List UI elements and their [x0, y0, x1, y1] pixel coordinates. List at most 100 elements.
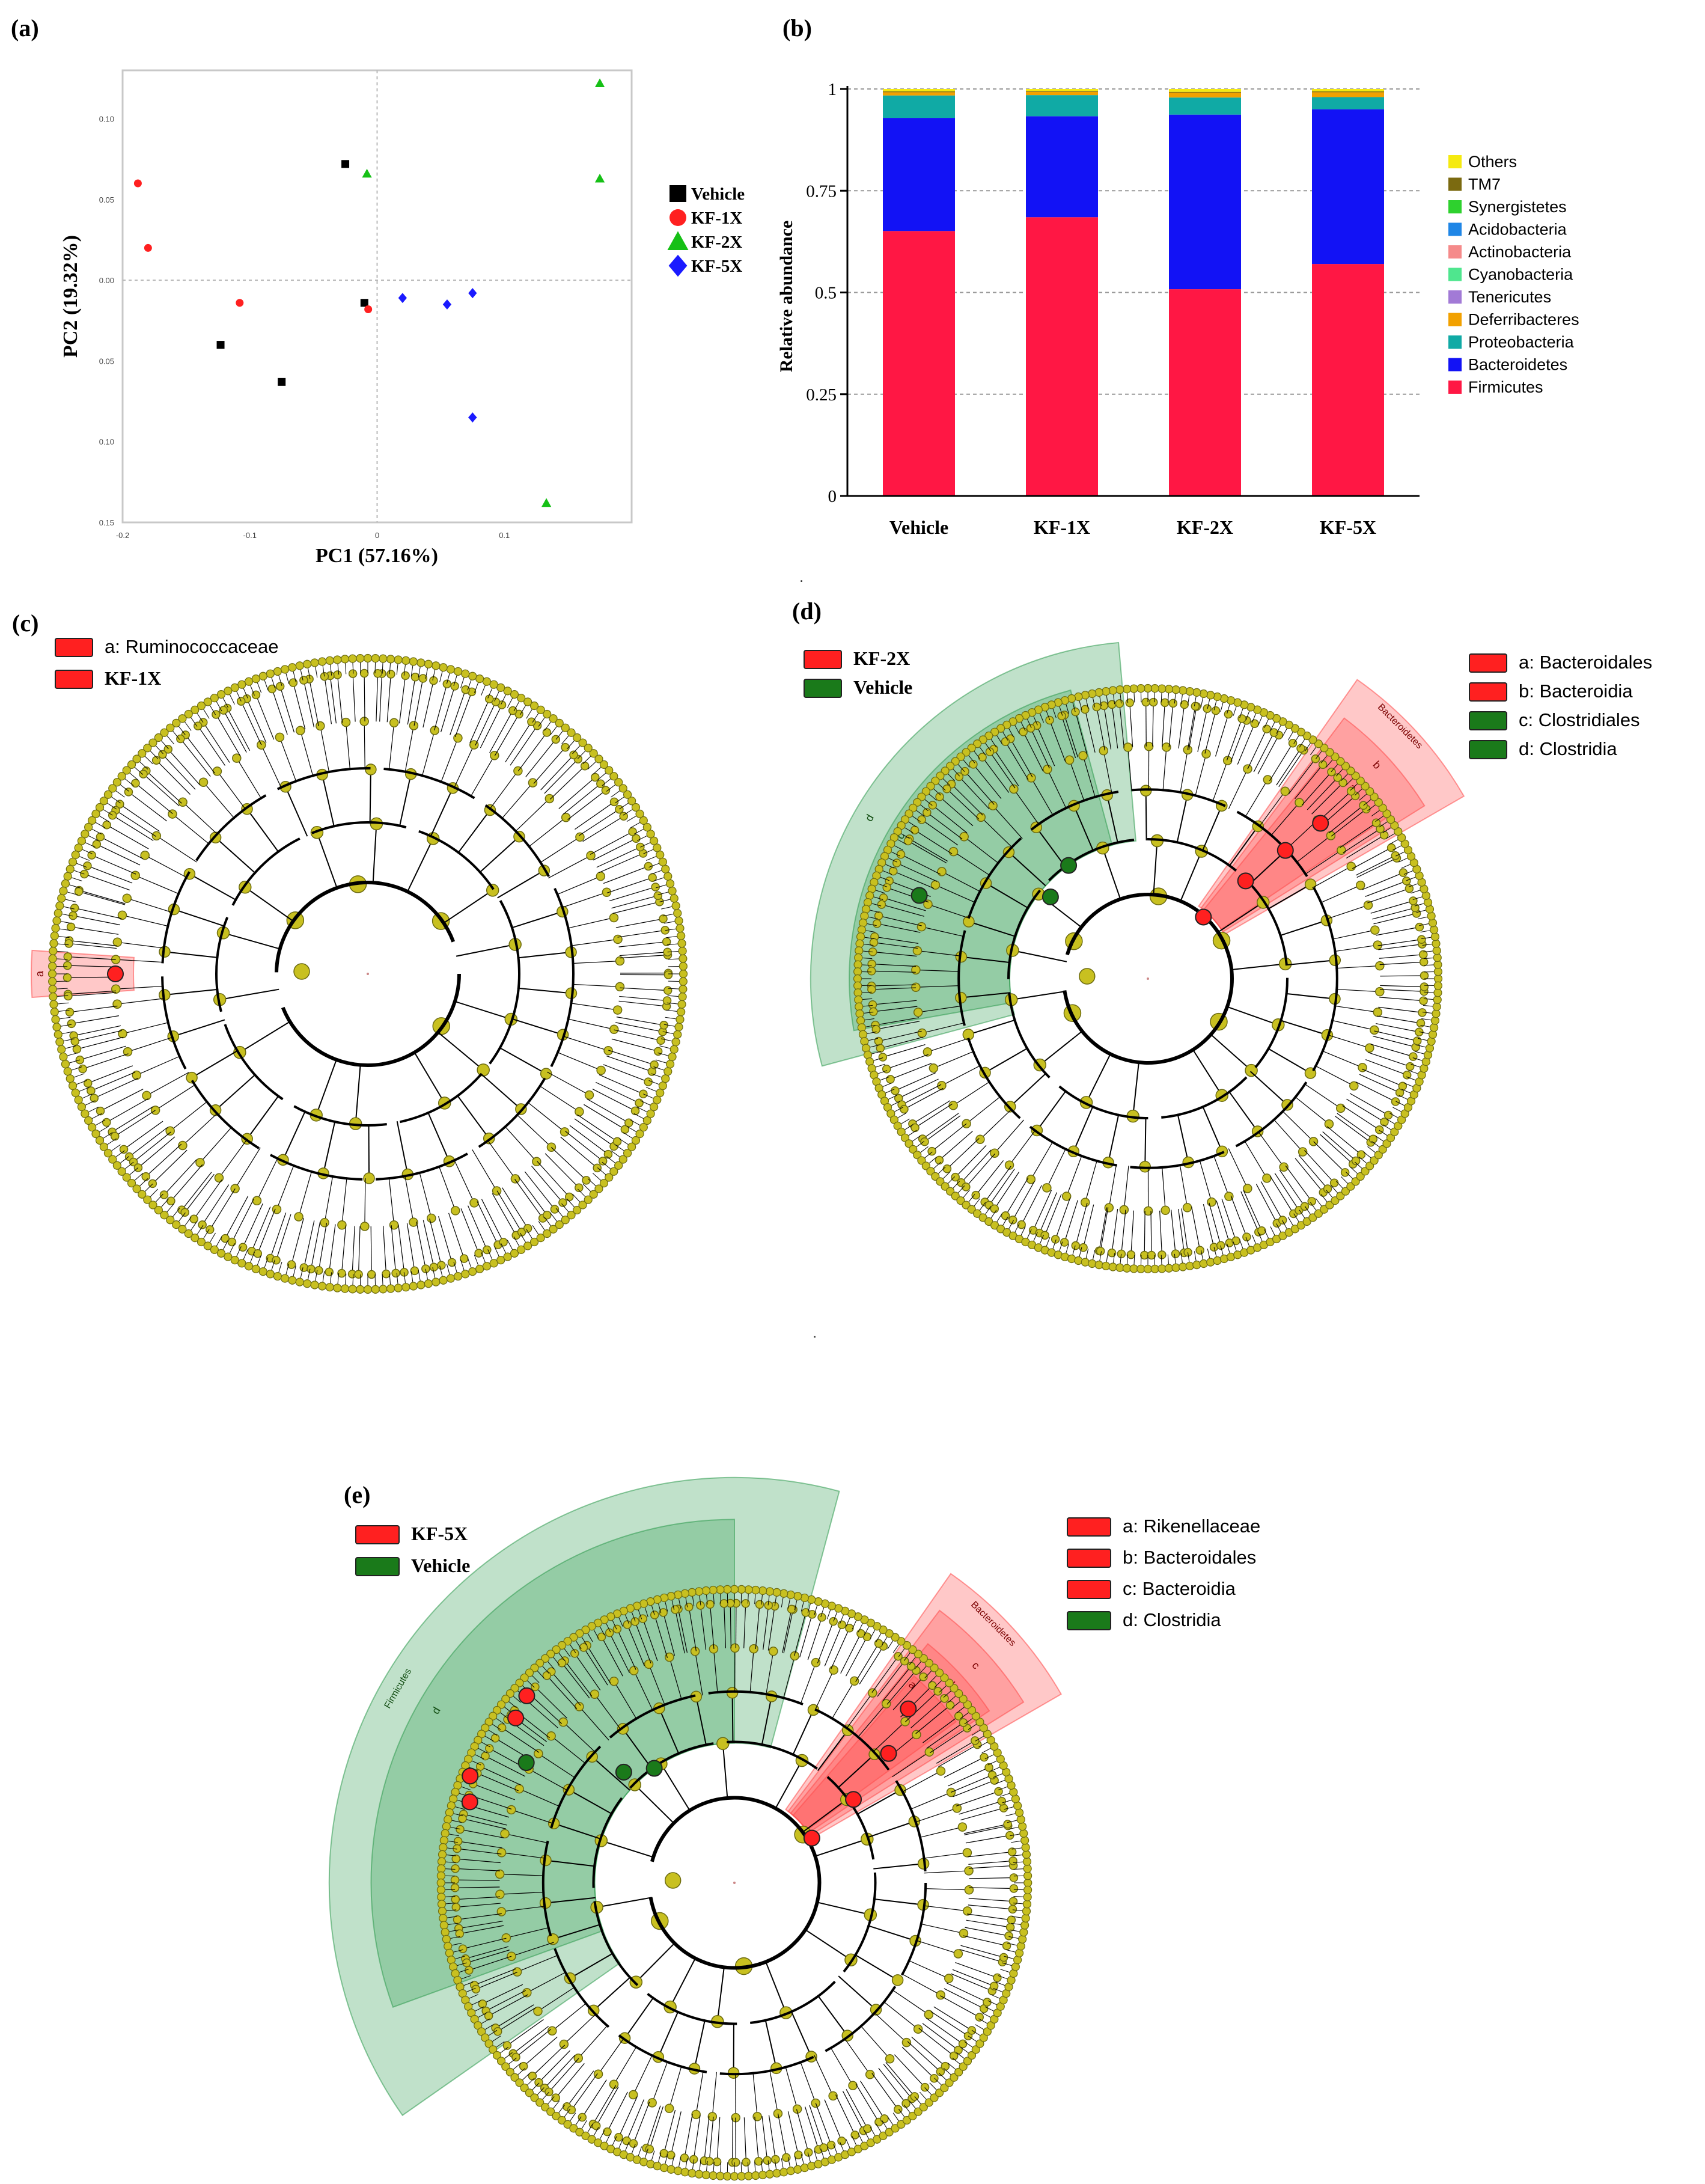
tree-node: [614, 935, 622, 943]
tree-leaf-node: [1431, 933, 1439, 941]
tree-node: [1099, 747, 1108, 755]
tree-leaf-node: [432, 1278, 440, 1286]
tree-leaf-node: [476, 1265, 484, 1273]
tree-node: [134, 1164, 142, 1172]
tree-branch: [1130, 703, 1133, 747]
tree-leaf-node: [61, 1060, 69, 1068]
tree-leaf-node: [1429, 919, 1437, 927]
legend-swatch-synergistetes: [1448, 200, 1462, 213]
tree-leaf-node: [674, 1030, 682, 1038]
legend-label: Acidobacteria: [1468, 221, 1567, 239]
tree-node: [512, 2053, 520, 2061]
tree-branch: [966, 1096, 1001, 1124]
tree-branch: [1286, 960, 1335, 965]
tree-branch: [924, 1871, 969, 1873]
tree-branch: [1146, 702, 1147, 747]
legend-swatch-tm7: [1448, 178, 1462, 191]
tree-node: [1009, 1857, 1017, 1865]
tree-leaf-node: [440, 1837, 448, 1844]
tree-node: [629, 2091, 638, 2099]
tree-branch: [915, 1941, 958, 1954]
tree-branch: [608, 1050, 654, 1065]
tree-branch: [136, 1056, 180, 1075]
x-category-label: Vehicle: [889, 516, 948, 538]
tree-leaf-node: [1200, 1260, 1207, 1268]
tree-branch: [461, 1208, 479, 1253]
tree-leaf-node: [54, 910, 62, 917]
tree-node: [1004, 1820, 1011, 1828]
tree-branch: [69, 941, 117, 946]
tree-leaf-node: [1130, 685, 1138, 693]
tree-branch: [1179, 705, 1185, 748]
tree-node: [1079, 751, 1087, 760]
tree-branch: [1244, 1140, 1267, 1178]
tree-leaf-node: [364, 1286, 372, 1294]
tree-node: [1420, 997, 1427, 1005]
tree-node: [1203, 705, 1211, 712]
tree-branch: [1180, 1164, 1187, 1208]
tree-node: [645, 1660, 653, 1668]
tree-leaf-node: [438, 1865, 445, 1873]
tree-leaf-node: [759, 2171, 767, 2179]
tree-branch: [422, 730, 435, 777]
tree-node: [671, 1606, 679, 1614]
tree-node: [486, 695, 493, 703]
tree-node: [838, 2137, 846, 2145]
tree-branch: [276, 1214, 291, 1260]
tree-node: [599, 1157, 607, 1165]
tree-leaf-node: [49, 985, 56, 993]
tree-leaf-node: [752, 1586, 760, 1594]
tree-node: [1341, 1169, 1349, 1176]
tree-node: [1373, 1008, 1382, 1017]
legend-swatch: [804, 679, 841, 697]
tree-leaf-node: [709, 2171, 717, 2179]
tree-leaf-node: [273, 1273, 281, 1280]
tree-branch: [1378, 1007, 1422, 1012]
tree-leaf-node: [1429, 1030, 1437, 1038]
tree-leaf-node: [1151, 685, 1159, 693]
tree-branch: [816, 1902, 871, 1915]
tree-branch: [947, 1139, 979, 1169]
tree-node: [1127, 1251, 1135, 1259]
tree-node: [629, 828, 636, 836]
tree-leaf-node: [670, 895, 678, 902]
tree-leaf-node: [326, 1283, 334, 1291]
tree-node: [1097, 1247, 1105, 1255]
tree-branch: [172, 814, 210, 845]
tree-branch: [1374, 1031, 1417, 1041]
tree-node: [562, 813, 570, 822]
tree-node: [65, 940, 73, 947]
tree-branch: [1335, 966, 1379, 968]
tree-branch: [561, 892, 607, 908]
tree-branch: [572, 2073, 597, 2109]
bar-segment-tm7: [1312, 91, 1384, 92]
tree-leaf-node: [855, 954, 862, 962]
tree-node: [1371, 926, 1379, 934]
tree-leaf-node: [857, 1017, 865, 1024]
legend-swatch-acidobacteria: [1448, 223, 1462, 236]
tree-leaf-node: [49, 977, 56, 985]
tree-leaf-node: [676, 925, 684, 932]
tree-node: [925, 1748, 933, 1756]
tree-branch: [593, 1089, 635, 1110]
tree-branch: [919, 1827, 962, 1838]
tree-branch: [968, 1861, 1013, 1864]
tree-node: [912, 965, 920, 974]
tree-node: [499, 1238, 507, 1246]
tree-node: [886, 2055, 894, 2063]
tree-leaf-node: [296, 1278, 303, 1286]
tree-node: [1212, 707, 1219, 715]
tree-branch: [635, 1785, 674, 1824]
tree-branch: [966, 1154, 995, 1187]
tree-leaf-node: [1109, 687, 1117, 694]
tree-branch: [356, 1064, 361, 1124]
tree-branch: [1376, 1024, 1419, 1032]
tree-leaf-node: [1095, 1261, 1103, 1269]
legend-swatch-deferribacteres: [1448, 313, 1462, 326]
tree-leaf-node: [759, 1587, 767, 1595]
tree-branch: [439, 1166, 456, 1211]
tree-branch: [1359, 1074, 1400, 1092]
tree-leaf-node: [334, 656, 341, 664]
tree-branch: [856, 1644, 879, 1682]
tree-branch: [976, 1160, 1004, 1195]
